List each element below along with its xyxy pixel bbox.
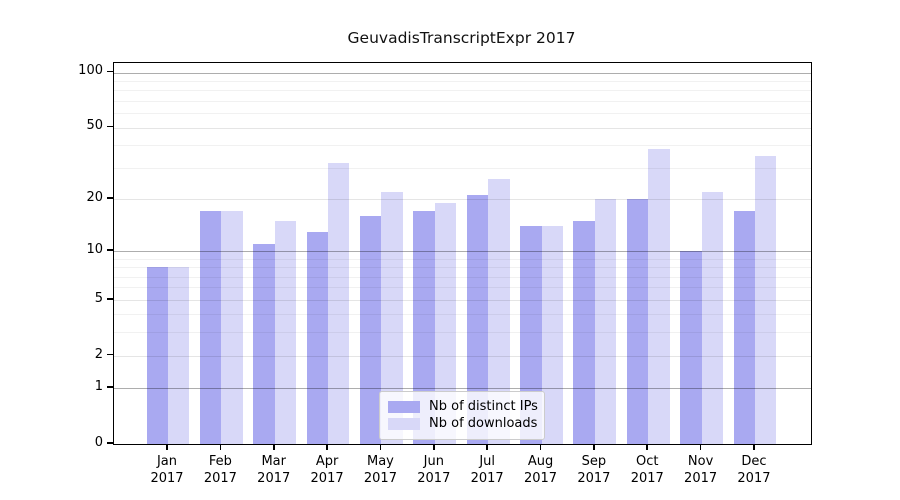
y-tick-mark bbox=[107, 353, 113, 356]
y-tick-label-10: 10 bbox=[86, 241, 103, 257]
bar-downloads-oct bbox=[648, 149, 670, 444]
gridline-labeled bbox=[114, 127, 811, 129]
x-tick-mark bbox=[699, 445, 702, 450]
bar-distinct-ips-nov bbox=[680, 251, 702, 444]
legend-item-distinct-ips: Nb of distinct IPs bbox=[388, 399, 538, 414]
gridline-labeled bbox=[114, 355, 811, 357]
bar-downloads-jul bbox=[488, 178, 510, 444]
legend-label-distinct-ips: Nb of distinct IPs bbox=[429, 399, 538, 414]
gridline-minor bbox=[114, 258, 811, 260]
y-tick-label-1: 1 bbox=[94, 379, 103, 395]
bar-distinct-ips-sep bbox=[573, 220, 595, 444]
x-tick-label-oct: Oct 2017 bbox=[630, 454, 664, 486]
y-tick-label-0: 0 bbox=[94, 435, 103, 450]
bar-downloads-jan bbox=[168, 267, 190, 444]
bar-downloads-sep bbox=[594, 198, 617, 444]
x-tick-mark bbox=[379, 445, 382, 450]
x-tick-label-jun: Jun 2017 bbox=[417, 454, 451, 486]
bar-distinct-ips-mar bbox=[253, 244, 275, 444]
x-tick-label-sep: Sep 2017 bbox=[577, 454, 611, 486]
x-tick-mark bbox=[539, 445, 542, 450]
y-tick-mark bbox=[107, 197, 113, 199]
y-tick-mark bbox=[107, 249, 113, 251]
x-tick-mark bbox=[433, 445, 435, 450]
x-tick-mark bbox=[646, 445, 649, 450]
gridline-decade bbox=[114, 388, 811, 390]
x-tick-mark bbox=[272, 445, 275, 450]
gridline-minor bbox=[114, 287, 811, 289]
bar-downloads-may bbox=[381, 191, 403, 444]
gridline-labeled bbox=[114, 299, 811, 301]
bar-distinct-ips-apr bbox=[306, 231, 329, 444]
y-tick-mark bbox=[107, 70, 113, 73]
bar-distinct-ips-jun bbox=[413, 211, 435, 444]
bar-downloads-nov bbox=[701, 191, 723, 444]
y-tick-mark bbox=[107, 125, 113, 128]
gridline-minor bbox=[114, 332, 811, 334]
x-tick-label-aug: Aug 2017 bbox=[523, 454, 558, 486]
x-tick-mark bbox=[593, 445, 595, 450]
gridline-minor bbox=[114, 314, 811, 316]
legend-label-downloads: Nb of downloads bbox=[429, 416, 538, 431]
bar-distinct-ips-dec bbox=[733, 211, 755, 444]
bar-downloads-aug bbox=[541, 226, 563, 444]
gridline-decade bbox=[114, 72, 811, 74]
x-tick-label-dec: Dec 2017 bbox=[737, 454, 771, 486]
bar-downloads-jun bbox=[434, 202, 457, 444]
bar-downloads-feb bbox=[221, 211, 243, 444]
plot-area bbox=[113, 62, 812, 445]
x-tick-label-nov: Nov 2017 bbox=[684, 454, 718, 486]
legend-swatch-downloads bbox=[388, 417, 420, 430]
bar-distinct-ips-oct bbox=[626, 198, 649, 444]
gridline-minor bbox=[114, 276, 811, 278]
x-tick-mark bbox=[486, 445, 488, 450]
y-tick-mark bbox=[107, 297, 113, 300]
bar-downloads-apr bbox=[328, 162, 350, 444]
gridline-minor bbox=[114, 167, 811, 169]
gridline-minor bbox=[114, 113, 811, 115]
x-tick-label-jul: Jul 2017 bbox=[470, 454, 504, 486]
y-tick-label-2: 2 bbox=[94, 346, 103, 362]
x-tick-label-feb: Feb 2017 bbox=[203, 454, 237, 486]
gridline-minor bbox=[114, 80, 811, 82]
x-tick-mark bbox=[326, 445, 328, 450]
legend-item-downloads: Nb of downloads bbox=[388, 416, 538, 431]
bar-distinct-ips-feb bbox=[199, 211, 222, 444]
bar-distinct-ips-may bbox=[360, 215, 382, 444]
gridline-minor bbox=[114, 145, 811, 147]
y-tick-label-5: 5 bbox=[94, 290, 103, 306]
x-tick-label-apr: Apr 2017 bbox=[310, 454, 344, 486]
y-tick-mark bbox=[107, 386, 113, 388]
bar-distinct-ips-jan bbox=[146, 267, 168, 444]
x-tick-label-jan: Jan 2017 bbox=[150, 454, 184, 486]
x-tick-label-may: May 2017 bbox=[363, 454, 397, 486]
gridline-decade bbox=[114, 251, 811, 252]
y-tick-label-20: 20 bbox=[86, 189, 103, 205]
legend: Nb of distinct IPs Nb of downloads bbox=[379, 391, 545, 440]
y-tick-label-100: 100 bbox=[78, 63, 103, 79]
chart-title: GeuvadisTranscriptExpr 2017 bbox=[347, 29, 576, 47]
gridline-minor bbox=[114, 90, 811, 92]
x-tick-mark bbox=[753, 445, 755, 450]
x-tick-mark bbox=[166, 445, 168, 450]
y-tick-mark bbox=[107, 442, 113, 444]
x-tick-label-mar: Mar 2017 bbox=[257, 454, 291, 486]
bar-distinct-ips-aug bbox=[520, 226, 542, 444]
legend-swatch-distinct-ips bbox=[388, 400, 420, 413]
gridline-minor bbox=[114, 267, 811, 269]
x-tick-mark bbox=[219, 445, 222, 450]
y-tick-label-50: 50 bbox=[86, 118, 103, 134]
bar-downloads-mar bbox=[274, 220, 297, 444]
bar-downloads-dec bbox=[754, 155, 777, 444]
gridline-labeled bbox=[114, 198, 811, 200]
gridline-minor bbox=[114, 100, 811, 102]
bar-distinct-ips-jul bbox=[466, 195, 489, 444]
